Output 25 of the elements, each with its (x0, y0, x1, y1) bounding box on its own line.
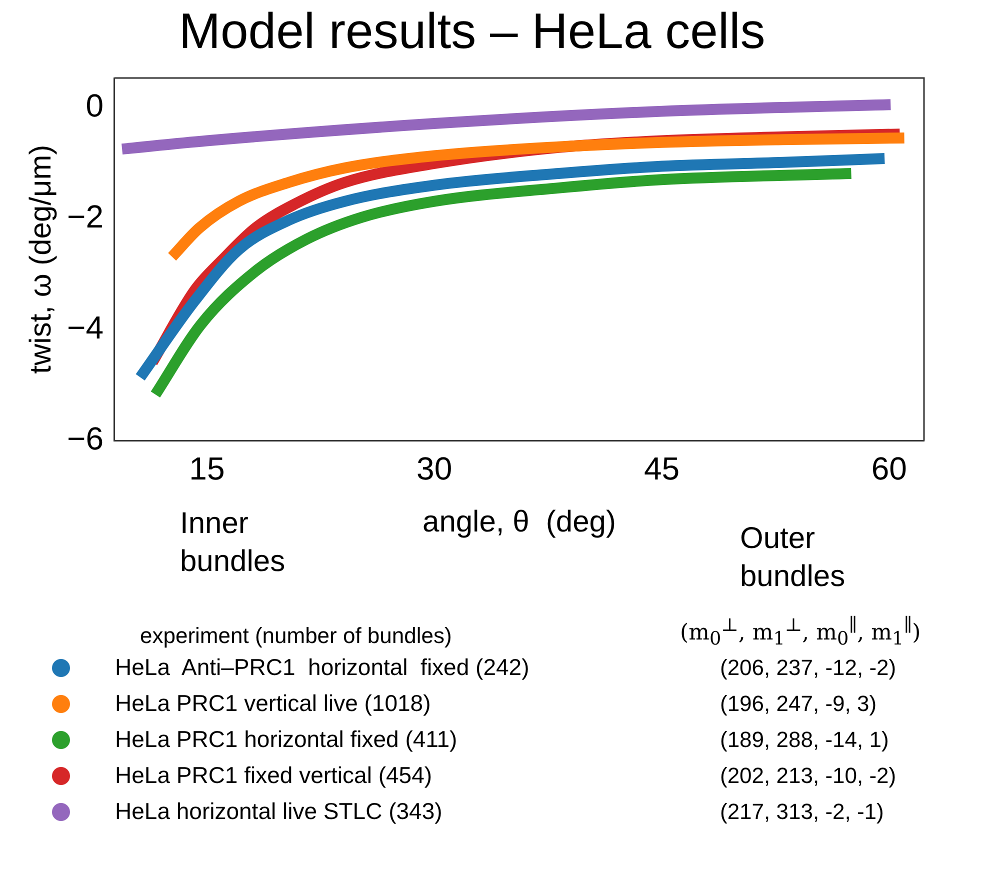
y-axis-title: twist, ω (deg/μm) (24, 144, 58, 374)
x-tick-label: 60 (871, 450, 907, 487)
y-tick-label: 0 (86, 87, 104, 124)
text: (202, 213, -10, -2) (720, 762, 896, 789)
text: (m$_{0}$$^{⊥}$, m$_{1}$$^{⊥}$, m$_{0}$$^{∥}$, m$_{1}$$^{∥}$) (680, 615, 921, 650)
legend-label: HeLa PRC1 vertical live (1018) (115, 690, 432, 718)
legend-label: HeLa PRC1 fixed vertical (454) (115, 762, 434, 790)
x-tick-label: 15 (189, 450, 225, 487)
text: Outer bundles (740, 521, 846, 595)
text: (217, 313, -2, -1) (720, 798, 884, 825)
legend-title: experiment (number of bundles) (140, 622, 453, 650)
y-tick-label: −6 (67, 420, 104, 456)
x-tick-label: 45 (644, 450, 680, 487)
y-tick-label: −4 (67, 309, 104, 346)
y-tick-label: −2 (67, 198, 104, 234)
legend-label: HeLa horizontal live STLC (343) (115, 798, 444, 826)
text: Inner bundles (180, 506, 286, 580)
text: (206, 237, -12, -2) (720, 654, 896, 681)
text: (189, 288, -14, 1) (720, 726, 889, 753)
legend-label: HeLa Anti–PRC1 horizontal fixed (242) (115, 654, 530, 682)
x-axis-title: angle, θ (deg) (422, 505, 616, 538)
legend-label: HeLa PRC1 horizontal fixed (411) (115, 726, 458, 754)
text: (196, 247, -9, 3) (720, 690, 877, 717)
chart-title: Model results – HeLa cells (178, 2, 766, 59)
x-tick-label: 30 (416, 450, 452, 487)
